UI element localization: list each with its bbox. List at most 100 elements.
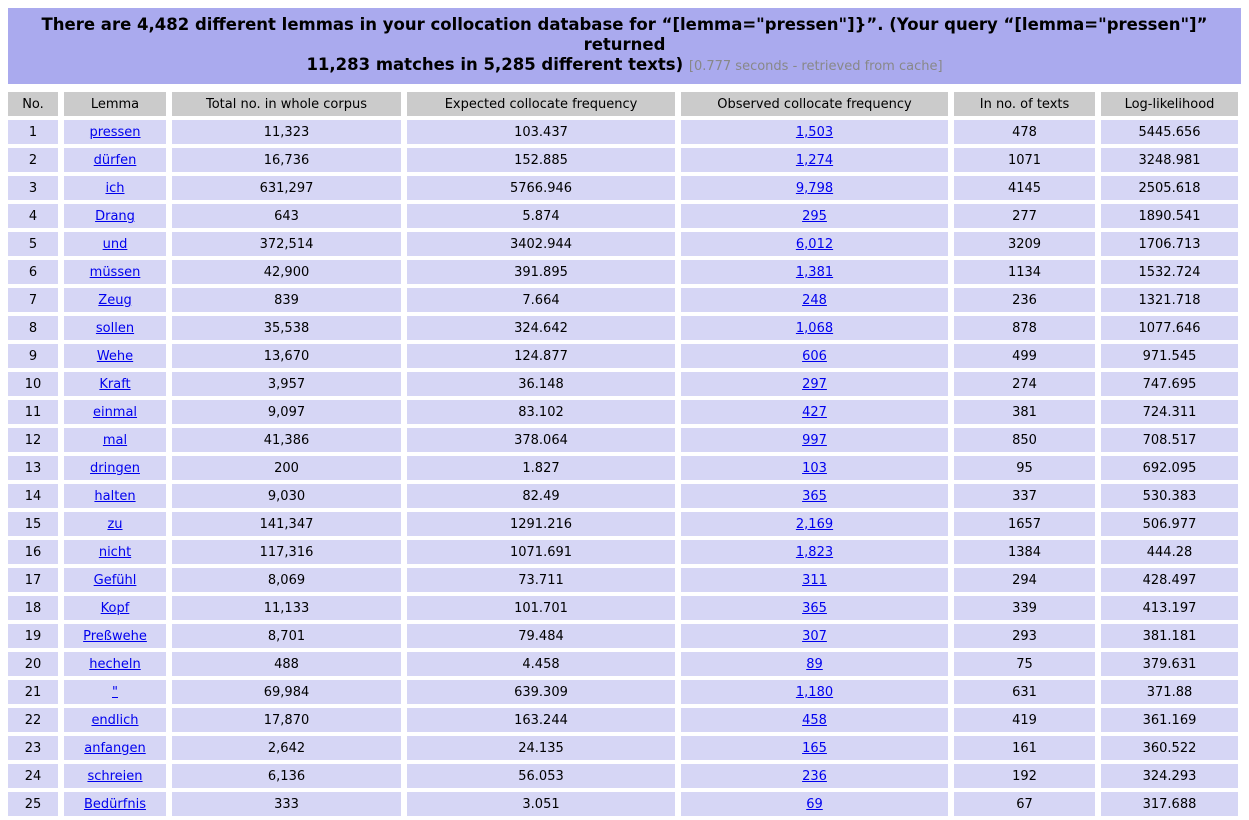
observed-frequency-link[interactable]: 1,381 (795, 264, 834, 280)
observed-frequency-link[interactable]: 365 (802, 488, 827, 504)
cell-log_likelihood: 1890.541 (1101, 204, 1238, 228)
cell-lemma: pressen (64, 120, 166, 144)
cell-expected: 103.437 (407, 120, 675, 144)
lemma-link[interactable]: ich (105, 180, 125, 196)
lemma-link[interactable]: einmal (92, 404, 138, 420)
observed-frequency-link[interactable]: 103 (802, 460, 827, 476)
table-row: 5 und 372,514 3402.944 6,012 3209 1706.713 (8, 232, 1238, 256)
observed-frequency-link[interactable]: 69 (806, 796, 823, 812)
cell-observed: 606 (681, 344, 948, 368)
column-header-lemma: Lemma (64, 92, 166, 116)
lemma-link[interactable]: müssen (89, 264, 141, 280)
cell-lemma: dürfen (64, 148, 166, 172)
cell-log_likelihood: 1321.718 (1101, 288, 1238, 312)
cell-observed: 365 (681, 596, 948, 620)
lemma-link[interactable]: nicht (98, 544, 132, 560)
cell-observed: 1,503 (681, 120, 948, 144)
observed-frequency-link[interactable]: 1,180 (795, 684, 834, 700)
lemma-link[interactable]: Gefühl (93, 572, 137, 588)
lemma-link[interactable]: dringen (90, 460, 140, 476)
cell-texts: 67 (954, 792, 1095, 816)
cell-observed: 165 (681, 736, 948, 760)
lemma-link[interactable]: pressen (89, 124, 141, 140)
cell-log_likelihood: 381.181 (1101, 624, 1238, 648)
cell-log_likelihood: 3248.981 (1101, 148, 1238, 172)
lemma-link[interactable]: sollen (95, 320, 135, 336)
cell-expected: 56.053 (407, 764, 675, 788)
observed-frequency-link[interactable]: 6,012 (795, 236, 834, 252)
lemma-link[interactable]: mal (102, 432, 128, 448)
lemma-link[interactable]: schreien (87, 768, 143, 784)
cell-texts: 161 (954, 736, 1095, 760)
cell-observed: 458 (681, 708, 948, 732)
cell-texts: 277 (954, 204, 1095, 228)
observed-frequency-link[interactable]: 1,823 (795, 544, 834, 560)
observed-frequency-link[interactable]: 1,274 (795, 152, 834, 168)
cell-texts: 878 (954, 316, 1095, 340)
column-header-total: Total no. in whole corpus (172, 92, 401, 116)
lemma-link[interactable]: Drang (95, 208, 135, 224)
observed-frequency-link[interactable]: 248 (802, 292, 827, 308)
lemma-link[interactable]: Zeug (98, 292, 132, 308)
table-body: 1 pressen 11,323 103.437 1,503 478 5445.656 2 dü… (8, 120, 1238, 816)
cell-total: 117,316 (172, 540, 401, 564)
table-row: 16 nicht 117,316 1071.691 1,823 1384 444.28 (8, 540, 1238, 564)
cell-lemma: Drang (64, 204, 166, 228)
cell-no: 16 (8, 540, 58, 564)
lemma-link[interactable]: und (102, 236, 128, 252)
lemma-link[interactable]: halten (94, 488, 136, 504)
observed-frequency-link[interactable]: 89 (806, 656, 823, 672)
cell-no: 9 (8, 344, 58, 368)
observed-frequency-link[interactable]: 1,068 (795, 320, 834, 336)
table-header-row: No. Lemma Total no. in whole corpus Expe… (8, 92, 1238, 116)
observed-frequency-link[interactable]: 1,503 (795, 124, 834, 140)
cell-total: 631,297 (172, 176, 401, 200)
cell-log_likelihood: 2505.618 (1101, 176, 1238, 200)
observed-frequency-link[interactable]: 427 (802, 404, 827, 420)
lemma-link[interactable]: anfangen (84, 740, 146, 756)
observed-frequency-link[interactable]: 606 (802, 348, 827, 364)
cell-expected: 324.642 (407, 316, 675, 340)
cell-expected: 24.135 (407, 736, 675, 760)
cell-observed: 1,823 (681, 540, 948, 564)
observed-frequency-link[interactable]: 297 (802, 376, 827, 392)
cell-lemma: hecheln (64, 652, 166, 676)
cell-lemma: ich (64, 176, 166, 200)
cell-texts: 95 (954, 456, 1095, 480)
observed-frequency-link[interactable]: 307 (802, 628, 827, 644)
observed-frequency-link[interactable]: 311 (802, 572, 827, 588)
cell-log_likelihood: 724.311 (1101, 400, 1238, 424)
lemma-link[interactable]: " (112, 684, 118, 700)
observed-frequency-link[interactable]: 365 (802, 600, 827, 616)
cell-lemma: sollen (64, 316, 166, 340)
lemma-link[interactable]: hecheln (89, 656, 141, 672)
cell-no: 15 (8, 512, 58, 536)
observed-frequency-link[interactable]: 165 (802, 740, 827, 756)
lemma-link[interactable]: Wehe (96, 348, 134, 364)
cell-total: 6,136 (172, 764, 401, 788)
column-header-loglik: Log-likelihood (1101, 92, 1238, 116)
lemma-link[interactable]: Kopf (100, 600, 130, 616)
cell-total: 839 (172, 288, 401, 312)
cell-expected: 1071.691 (407, 540, 675, 564)
observed-frequency-link[interactable]: 2,169 (795, 516, 834, 532)
observed-frequency-link[interactable]: 236 (802, 768, 827, 784)
cell-no: 24 (8, 764, 58, 788)
lemma-link[interactable]: dürfen (93, 152, 137, 168)
observed-frequency-link[interactable]: 997 (802, 432, 827, 448)
cell-texts: 75 (954, 652, 1095, 676)
cell-total: 488 (172, 652, 401, 676)
cell-log_likelihood: 379.631 (1101, 652, 1238, 676)
lemma-link[interactable]: zu (107, 516, 123, 532)
lemma-link[interactable]: endlich (91, 712, 139, 728)
cell-total: 11,323 (172, 120, 401, 144)
cell-expected: 124.877 (407, 344, 675, 368)
lemma-link[interactable]: Preßwehe (83, 628, 147, 644)
observed-frequency-link[interactable]: 295 (802, 208, 827, 224)
observed-frequency-link[interactable]: 9,798 (795, 180, 834, 196)
cell-texts: 631 (954, 680, 1095, 704)
lemma-link[interactable]: Bedürfnis (84, 796, 146, 812)
lemma-link[interactable]: Kraft (99, 376, 131, 392)
observed-frequency-link[interactable]: 458 (802, 712, 827, 728)
cell-texts: 1384 (954, 540, 1095, 564)
